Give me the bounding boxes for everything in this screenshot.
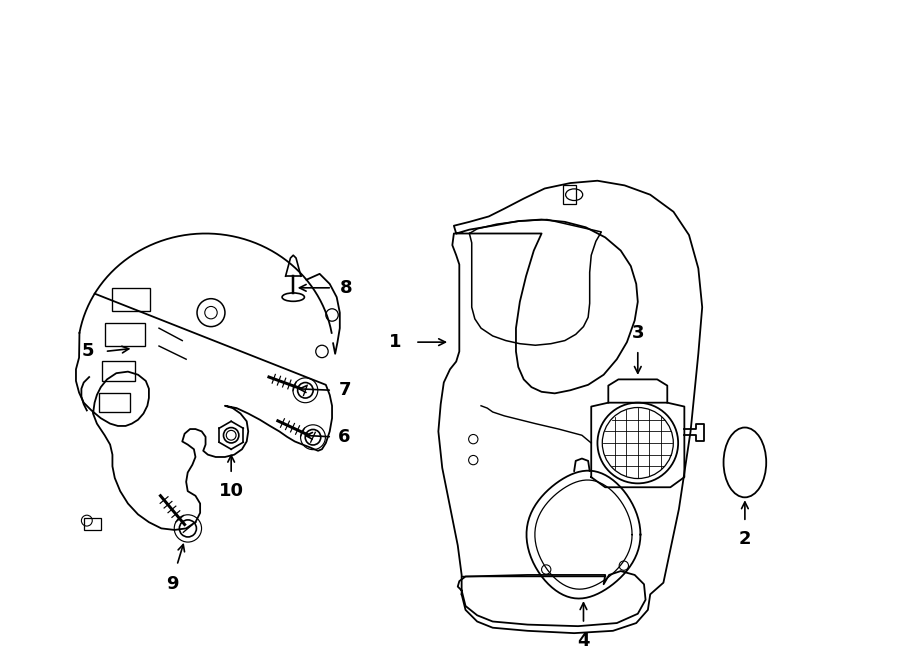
Circle shape: [298, 383, 313, 398]
Bar: [99, 393, 130, 412]
Text: 10: 10: [219, 482, 244, 500]
Circle shape: [223, 428, 238, 443]
Bar: [104, 323, 145, 346]
Text: 4: 4: [577, 632, 590, 650]
Text: 1: 1: [390, 333, 402, 351]
Text: 6: 6: [338, 428, 351, 446]
Bar: [103, 361, 135, 381]
Circle shape: [179, 520, 196, 537]
Text: 7: 7: [338, 381, 351, 399]
Bar: [84, 518, 101, 530]
Circle shape: [305, 430, 320, 445]
Text: 5: 5: [82, 342, 94, 360]
Text: 8: 8: [340, 279, 353, 297]
Text: 3: 3: [632, 324, 644, 342]
Bar: [562, 185, 577, 204]
Bar: [112, 288, 149, 311]
Ellipse shape: [282, 293, 304, 301]
Text: 9: 9: [166, 575, 178, 593]
Text: 2: 2: [739, 530, 752, 548]
